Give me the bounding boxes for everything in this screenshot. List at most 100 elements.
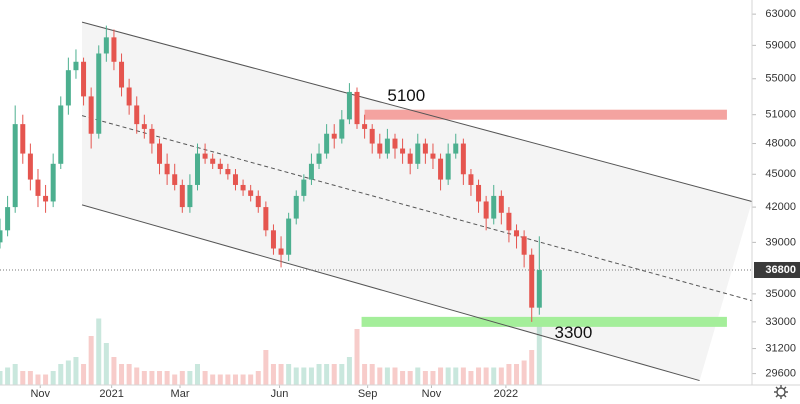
y-tick-label: 45000 xyxy=(765,168,796,180)
volume-bar xyxy=(232,374,238,385)
volume-bar xyxy=(415,367,421,385)
candle-body xyxy=(324,133,330,154)
volume-bar xyxy=(103,343,109,385)
volume-bar xyxy=(58,364,64,385)
candle-body xyxy=(354,91,360,125)
candle-body xyxy=(96,53,102,134)
candle-body xyxy=(286,218,292,255)
volume-bar xyxy=(172,374,178,385)
volume-bar xyxy=(248,374,254,385)
candle-body xyxy=(407,153,413,164)
volume-bar xyxy=(521,360,527,385)
annotation: 5100 xyxy=(387,86,425,105)
volume-bar xyxy=(210,374,216,385)
volume-bar xyxy=(5,367,11,385)
candle-body xyxy=(430,153,436,159)
volume-bar xyxy=(483,367,489,385)
candle-body xyxy=(103,37,109,54)
candle-body xyxy=(369,128,375,144)
y-tick-label: 59000 xyxy=(765,39,796,51)
x-tick-label: 2022 xyxy=(494,388,518,400)
volume-bar xyxy=(149,371,155,385)
y-tick-label: 35000 xyxy=(765,288,796,300)
candle-body xyxy=(468,174,474,185)
candle-body xyxy=(20,124,26,154)
zone xyxy=(361,316,727,327)
last-price-box xyxy=(754,261,800,278)
candle-body xyxy=(316,153,322,164)
x-tick-label: Sep xyxy=(358,388,378,400)
candle-body xyxy=(255,195,261,208)
volume-bar xyxy=(65,360,71,385)
candle-body xyxy=(35,179,41,196)
volume-bar xyxy=(187,371,193,385)
volume-bar xyxy=(453,367,459,385)
candle-body xyxy=(27,153,33,180)
x-tick-label: Nov xyxy=(422,388,442,400)
volume-bar xyxy=(134,367,140,385)
candle-body xyxy=(377,143,383,154)
candle-body xyxy=(50,163,56,202)
volume-bar xyxy=(430,371,436,385)
volume-bar xyxy=(514,364,520,385)
volume-bar xyxy=(445,367,451,385)
volume-bar xyxy=(225,374,231,385)
candle-body xyxy=(362,124,368,129)
volume-bar xyxy=(498,367,504,385)
candle-body xyxy=(445,153,451,180)
volume-bar xyxy=(407,371,413,385)
settings-icon[interactable] xyxy=(774,385,788,399)
candle-body xyxy=(58,105,64,164)
volume-bar xyxy=(286,364,292,385)
y-tick-label: 39000 xyxy=(765,236,796,248)
volume-bar xyxy=(35,374,41,385)
candle-body xyxy=(141,124,147,129)
volume-bar xyxy=(293,367,299,385)
candle-body xyxy=(88,96,94,134)
candle-body xyxy=(0,230,3,243)
last-price-label: 36800 xyxy=(765,264,796,276)
volume-bar xyxy=(438,367,444,385)
candle-body xyxy=(331,133,337,139)
candle-body xyxy=(278,248,284,255)
candle-body xyxy=(111,37,117,62)
candle-body xyxy=(134,105,140,125)
volume-bar xyxy=(81,364,87,385)
candle-body xyxy=(536,269,542,308)
zone xyxy=(364,109,727,120)
volume-bar xyxy=(308,367,314,385)
volume-bar xyxy=(346,357,352,385)
candle-body xyxy=(81,61,87,97)
candle-body xyxy=(172,174,178,185)
candle-body xyxy=(194,153,200,185)
y-tick-label: 51000 xyxy=(765,109,796,121)
candle-body xyxy=(521,236,527,255)
candle-body xyxy=(460,143,466,175)
candle-body xyxy=(483,201,489,219)
candle-body xyxy=(217,163,223,170)
volume-bar xyxy=(119,364,125,385)
candle-body xyxy=(270,230,276,249)
volume-bar xyxy=(217,374,223,385)
volume-bar xyxy=(12,364,18,385)
y-tick-label: 48000 xyxy=(765,137,796,149)
volume-bar xyxy=(460,367,466,385)
candle-body xyxy=(506,212,512,231)
x-tick-label: Jun xyxy=(271,388,289,400)
volume-bar xyxy=(202,371,208,385)
volume-bar xyxy=(377,367,383,385)
candle-body xyxy=(529,254,535,308)
candle-body xyxy=(225,169,231,175)
volume-bar xyxy=(301,367,307,385)
candle-body xyxy=(263,207,269,231)
volume-bar xyxy=(476,367,482,385)
candle-body xyxy=(43,195,49,202)
volume-bar xyxy=(384,367,390,385)
candle-body xyxy=(346,91,352,120)
candle-body xyxy=(422,143,428,154)
candle-body xyxy=(453,143,459,154)
volume-bar xyxy=(73,357,79,385)
y-tick-label: 55000 xyxy=(765,73,796,85)
candle-body xyxy=(73,61,79,71)
